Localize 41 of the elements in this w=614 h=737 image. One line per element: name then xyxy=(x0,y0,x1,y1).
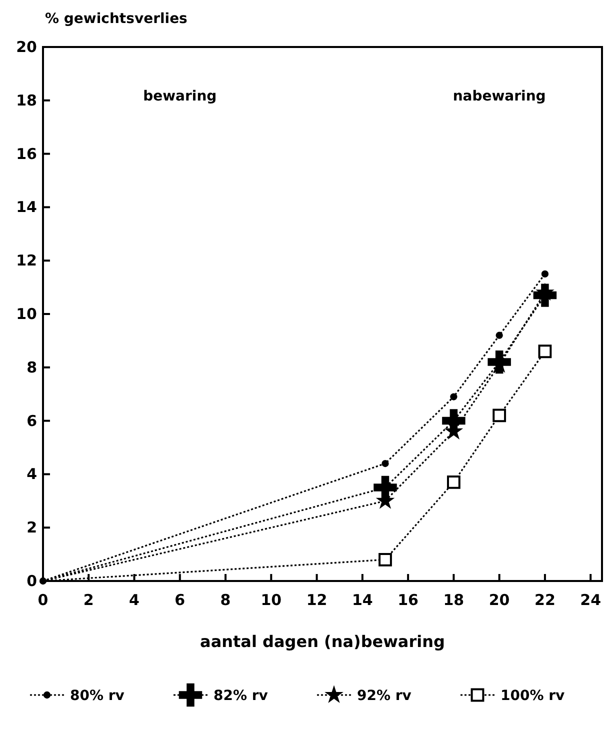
y-tick-label: 20 xyxy=(16,38,37,56)
legend-label: 92% rv xyxy=(357,688,412,704)
point xyxy=(374,476,397,500)
y-tick-label: 0 xyxy=(26,572,37,590)
x-tick-label: 0 xyxy=(38,591,48,609)
x-tick-label: 4 xyxy=(129,591,140,609)
y-tick-label: 8 xyxy=(26,358,37,376)
point xyxy=(450,393,458,400)
x-tick-label: 20 xyxy=(488,591,510,609)
point xyxy=(541,270,549,278)
point xyxy=(492,408,506,422)
annotation: bewaring xyxy=(143,88,217,104)
legend-label: 80% rv xyxy=(70,688,124,704)
y-tick-label: 16 xyxy=(16,144,37,163)
x-tick-label: 2 xyxy=(83,591,94,609)
point xyxy=(378,552,392,566)
point xyxy=(538,344,552,358)
x-tick-label: 16 xyxy=(398,591,418,609)
x-tick-label: 12 xyxy=(306,591,328,609)
y-tick-label: 4 xyxy=(26,465,37,484)
point xyxy=(382,460,389,468)
x-tick-label: 24 xyxy=(580,591,602,609)
x-tick-label: 8 xyxy=(220,591,231,609)
y-tick-label: 18 xyxy=(16,91,37,110)
y-tick-label: 14 xyxy=(16,198,37,216)
x-tick-label: 10 xyxy=(260,591,282,609)
annotation: nabewaring xyxy=(452,88,546,104)
legend-label: 100% rv xyxy=(500,688,565,704)
y-tick-label: 10 xyxy=(16,305,37,323)
x-tick-label: 6 xyxy=(174,591,186,609)
x-tick-label: 22 xyxy=(534,591,556,609)
point xyxy=(496,332,503,339)
x-axis-title: aantal dagen (na)bewaring xyxy=(200,632,445,651)
point xyxy=(446,476,460,489)
y-tick-label: 12 xyxy=(16,252,37,270)
y-tick-label: 2 xyxy=(26,518,37,537)
x-tick-label: 18 xyxy=(443,591,464,609)
y-tick-label: 6 xyxy=(26,412,37,430)
y-axis-title: % gewichtsverlies xyxy=(45,11,188,27)
x-tick-label: 14 xyxy=(352,591,373,609)
legend-label: 82% rv xyxy=(214,688,268,704)
